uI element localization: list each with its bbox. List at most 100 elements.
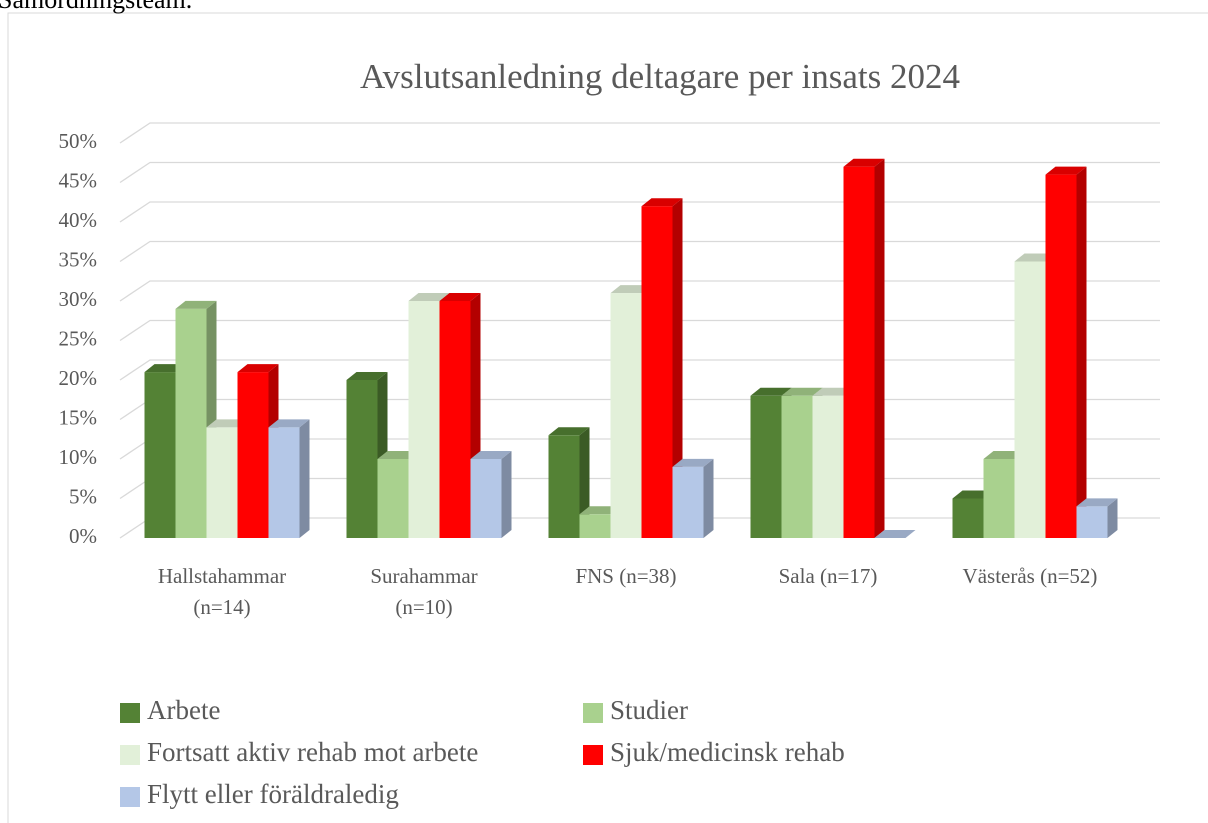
- bar-front: [1045, 174, 1077, 538]
- bar-top: [983, 451, 1025, 459]
- grid-line: [119, 280, 1160, 302]
- bar-front: [439, 301, 471, 538]
- y-tick-label: 20%: [59, 366, 98, 390]
- legend-label: Fortsatt aktiv rehab mot arbete: [147, 737, 478, 767]
- bar-top: [952, 490, 994, 499]
- bar-top: [548, 427, 590, 436]
- bar-front: [346, 380, 378, 538]
- bar-top: [268, 419, 310, 428]
- bar-top: [750, 387, 792, 396]
- x-tick-label: Hallstahammar (n=14): [158, 564, 286, 619]
- bar: [672, 458, 714, 538]
- y-tick-label: 40%: [59, 208, 98, 232]
- bar-top: [672, 458, 714, 467]
- y-tick-label: 35%: [59, 247, 98, 271]
- legend-swatch: [120, 787, 140, 807]
- y-tick-label: 50%: [59, 129, 98, 153]
- bar-side: [1107, 498, 1118, 538]
- bar-front: [579, 514, 611, 538]
- bar: [268, 419, 310, 538]
- bar-top: [346, 372, 388, 380]
- page-text: Samordningsteam.: [0, 0, 192, 14]
- bar-top: [1076, 498, 1118, 507]
- bar: [641, 198, 683, 538]
- bar-front: [1076, 506, 1108, 538]
- bar-top: [175, 300, 217, 309]
- bar-front: [470, 459, 502, 538]
- grid-line: [119, 201, 1160, 223]
- bar-front: [377, 459, 409, 538]
- bar-top: [610, 285, 652, 294]
- bar: [843, 158, 885, 538]
- bar-front: [750, 395, 782, 538]
- bar-side: [299, 419, 310, 538]
- bar-front: [268, 427, 300, 538]
- bar-front: [641, 206, 673, 538]
- bar-top: [812, 387, 854, 396]
- bar-top: [439, 293, 481, 301]
- legend-label: Studier: [610, 695, 688, 725]
- bar-top: [144, 364, 186, 373]
- bar-front: [548, 435, 580, 538]
- chart-title: Avslutsanledning deltagare per insats 20…: [360, 57, 960, 96]
- bar-top: [470, 451, 512, 459]
- bar-top: [641, 198, 683, 207]
- y-tick-label: 30%: [59, 287, 98, 311]
- bar-front: [610, 293, 642, 538]
- bar-front: [983, 459, 1015, 538]
- x-tick-label: Surahammar (n=10): [370, 564, 477, 619]
- x-tick-label-line: (n=10): [395, 595, 452, 619]
- bar-side: [874, 158, 885, 538]
- bar-side: [1076, 166, 1087, 538]
- bar: [1076, 498, 1118, 538]
- y-tick-label: 0%: [69, 524, 97, 548]
- grid-line: [119, 240, 1160, 263]
- x-tick-label-line: (n=14): [193, 595, 250, 619]
- bar-front: [408, 301, 440, 538]
- bar-front: [144, 372, 176, 538]
- bar-side: [672, 198, 683, 538]
- x-tick-label-line: Hallstahammar: [158, 564, 286, 588]
- y-tick-label: 10%: [59, 445, 98, 469]
- bar-front: [952, 498, 984, 538]
- bar: [1045, 166, 1087, 538]
- grid-line: [119, 319, 1160, 342]
- bar-top: [579, 506, 621, 515]
- legend-swatch: [583, 703, 603, 723]
- bar-side: [501, 451, 512, 538]
- x-tick-label: Sala (n=17): [779, 564, 878, 588]
- legend-label: Arbete: [147, 695, 220, 725]
- bar-top: [237, 364, 279, 373]
- bar: [175, 300, 217, 538]
- y-tick-label: 45%: [59, 168, 98, 192]
- bar-front: [206, 427, 238, 538]
- bar-front: [175, 308, 207, 538]
- bar: [874, 530, 916, 538]
- bar-front: [843, 166, 875, 538]
- bar-front: [672, 466, 704, 538]
- bar-top: [781, 387, 823, 396]
- bar-front: [812, 395, 844, 538]
- bar-top: [1014, 253, 1056, 262]
- bar-front: [781, 395, 813, 538]
- bar-side: [703, 458, 714, 538]
- bar: [470, 451, 512, 538]
- x-tick-label-line: Surahammar: [370, 564, 477, 588]
- legend-swatch: [120, 703, 140, 723]
- bar-front: [1014, 261, 1046, 538]
- bar-top: [874, 530, 916, 538]
- legend-swatch: [583, 745, 603, 765]
- x-tick-label: FNS (n=38): [575, 564, 676, 588]
- y-tick-label: 15%: [59, 405, 98, 429]
- bar-top: [843, 158, 885, 167]
- bar-front: [237, 372, 269, 538]
- y-tick-label: 5%: [69, 484, 97, 508]
- grid-line: [119, 161, 1160, 184]
- bar-top: [377, 451, 419, 459]
- grid-line: [119, 122, 1160, 144]
- x-tick-label: Västerås (n=52): [963, 564, 1098, 588]
- y-tick-label: 25%: [59, 326, 98, 350]
- legend-label: Flytt eller föräldraledig: [147, 779, 399, 809]
